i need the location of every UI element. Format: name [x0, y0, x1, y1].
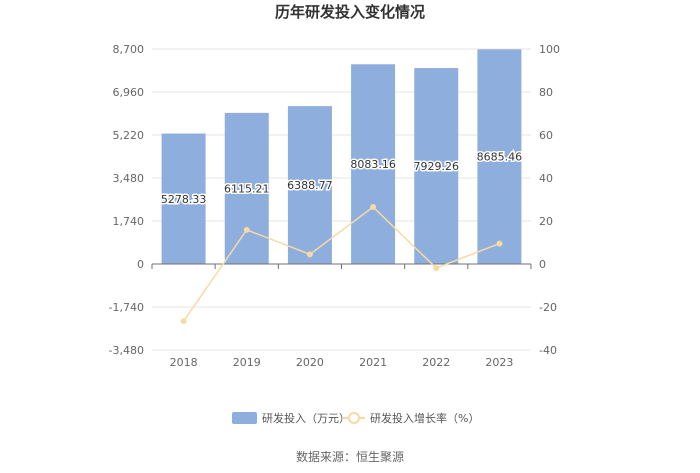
line-point[interactable]	[496, 240, 503, 247]
bar-value-label: 5278.33	[161, 193, 207, 206]
right-tick-label: 40	[539, 172, 553, 185]
legend-line-label: 研发投入增长率（%）	[370, 411, 479, 425]
left-tick-label: 1,740	[113, 215, 145, 228]
chart-title: 历年研发投入变化情况	[275, 3, 425, 21]
line-series	[180, 204, 503, 325]
bar-value-label: 8083.16	[350, 158, 396, 171]
bar-value-label: 6115.21	[224, 182, 270, 195]
data-source: 数据来源：恒生聚源	[296, 449, 404, 464]
x-tick-label: 2022	[422, 356, 450, 369]
left-tick-label: 6,960	[113, 86, 145, 99]
x-tick-label: 2018	[170, 356, 198, 369]
x-axis: 2018 2019 2020 2021 2022 2023	[151, 263, 532, 369]
bar[interactable]	[414, 68, 459, 264]
legend-bar-swatch	[232, 412, 257, 424]
line-point[interactable]	[370, 204, 377, 211]
bar[interactable]	[287, 106, 332, 264]
left-axis: 8,700 6,960 5,220 3,480 1,740 0 -1,740 -3,480	[109, 43, 144, 357]
left-tick-label: 3,480	[113, 172, 145, 185]
grid-lines	[152, 48, 531, 351]
left-tick-label: 5,220	[113, 129, 145, 142]
bar-value-label: 6388.77	[287, 179, 333, 192]
left-tick-label: -1,740	[109, 301, 144, 314]
right-tick-label: 80	[539, 86, 553, 99]
legend-line-marker	[348, 412, 360, 424]
growth-line	[182, 206, 500, 322]
x-tick-label: 2020	[296, 356, 324, 369]
right-tick-label: 100	[539, 43, 560, 56]
bar[interactable]	[224, 112, 269, 265]
right-tick-label: -20	[539, 301, 557, 314]
left-tick-label: 8,700	[113, 43, 145, 56]
right-tick-label: 20	[539, 215, 553, 228]
bar-value-label: 7929.26	[414, 160, 460, 173]
legend-bar-label: 研发投入（万元）	[262, 411, 350, 425]
x-tick-label: 2023	[485, 356, 513, 369]
bar[interactable]	[161, 133, 206, 264]
bar-value-label: 8685.46	[477, 151, 523, 164]
left-tick-label: 0	[137, 258, 144, 271]
right-tick-label: 60	[539, 129, 553, 142]
legend[interactable]: 研发投入（万元） 研发投入增长率（%）	[232, 411, 479, 425]
right-axis: 100 80 60 40 20 0 -20 -40	[539, 43, 560, 357]
right-tick-label: 0	[539, 258, 546, 271]
bar-data-labels: 5278.33 6115.21 6388.77 8083.16 7929.26 8685.…	[159, 149, 523, 207]
line-point[interactable]	[433, 265, 440, 272]
line-point[interactable]	[180, 318, 187, 325]
left-tick-label: -3,480	[109, 344, 144, 357]
bar[interactable]	[477, 49, 522, 265]
line-point[interactable]	[306, 251, 313, 258]
x-tick-label: 2021	[359, 356, 387, 369]
x-tick-label: 2019	[233, 356, 261, 369]
right-tick-label: -40	[539, 344, 557, 357]
bar[interactable]	[351, 64, 396, 264]
bar-series	[161, 49, 522, 265]
line-point[interactable]	[243, 226, 250, 233]
